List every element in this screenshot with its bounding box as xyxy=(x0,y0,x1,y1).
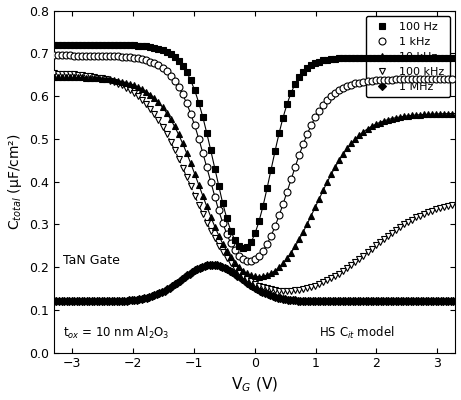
1 kHz xyxy=(144,58,149,62)
1 MHz xyxy=(131,298,137,302)
10 kHz xyxy=(260,274,266,279)
100 kHz xyxy=(449,203,455,208)
Line: 100 Hz: 100 Hz xyxy=(51,42,455,251)
10 kHz xyxy=(433,112,438,116)
1 MHz xyxy=(433,299,438,304)
100 Hz xyxy=(240,246,246,251)
Text: t$_{ox}$ = 10 nm Al$_2$O$_3$: t$_{ox}$ = 10 nm Al$_2$O$_3$ xyxy=(63,325,170,342)
100 Hz xyxy=(292,82,298,86)
100 Hz xyxy=(433,55,438,60)
Line: 10 kHz: 10 kHz xyxy=(51,74,455,280)
100 Hz xyxy=(144,44,149,49)
10 kHz xyxy=(128,82,133,86)
1 MHz xyxy=(275,295,280,300)
10 kHz xyxy=(449,111,455,116)
10 kHz xyxy=(51,74,57,79)
100 kHz xyxy=(433,207,438,212)
1 kHz xyxy=(449,76,455,81)
100 Hz xyxy=(51,42,57,47)
1 kHz xyxy=(260,248,266,253)
Line: 1 MHz: 1 MHz xyxy=(51,262,456,304)
1 kHz xyxy=(292,164,298,169)
1 MHz xyxy=(164,287,170,292)
1 MHz xyxy=(380,299,386,304)
10 kHz xyxy=(256,274,262,279)
100 Hz xyxy=(128,43,133,48)
100 kHz xyxy=(284,288,290,293)
100 kHz xyxy=(421,211,426,216)
1 MHz xyxy=(451,299,456,304)
10 kHz xyxy=(292,244,298,249)
Text: TaN Gate: TaN Gate xyxy=(63,254,120,267)
100 kHz xyxy=(51,71,57,76)
1 MHz xyxy=(313,299,318,304)
1 kHz xyxy=(51,53,57,58)
1 MHz xyxy=(209,262,215,267)
X-axis label: V$_G$ (V): V$_G$ (V) xyxy=(231,376,278,394)
10 kHz xyxy=(144,89,149,94)
1 kHz xyxy=(433,77,438,82)
Text: HS C$_{it}$ model: HS C$_{it}$ model xyxy=(319,325,394,342)
100 Hz xyxy=(421,55,426,60)
100 kHz xyxy=(144,102,149,107)
10 kHz xyxy=(421,112,426,117)
100 kHz xyxy=(292,288,298,293)
Legend: 100 Hz, 1 kHz, 10 kHz, 100 kHz, 1 MHz: 100 Hz, 1 kHz, 10 kHz, 100 kHz, 1 MHz xyxy=(366,16,450,97)
100 kHz xyxy=(128,88,133,92)
Line: 1 kHz: 1 kHz xyxy=(51,52,455,265)
1 MHz xyxy=(51,299,57,304)
Line: 100 kHz: 100 kHz xyxy=(51,70,455,294)
100 Hz xyxy=(449,55,455,60)
Y-axis label: C$_{total}$ (μF/cm²): C$_{total}$ (μF/cm²) xyxy=(6,133,24,230)
100 Hz xyxy=(260,204,266,208)
1 kHz xyxy=(128,55,133,60)
1 kHz xyxy=(244,259,250,264)
100 kHz xyxy=(256,283,262,288)
1 kHz xyxy=(421,77,426,82)
